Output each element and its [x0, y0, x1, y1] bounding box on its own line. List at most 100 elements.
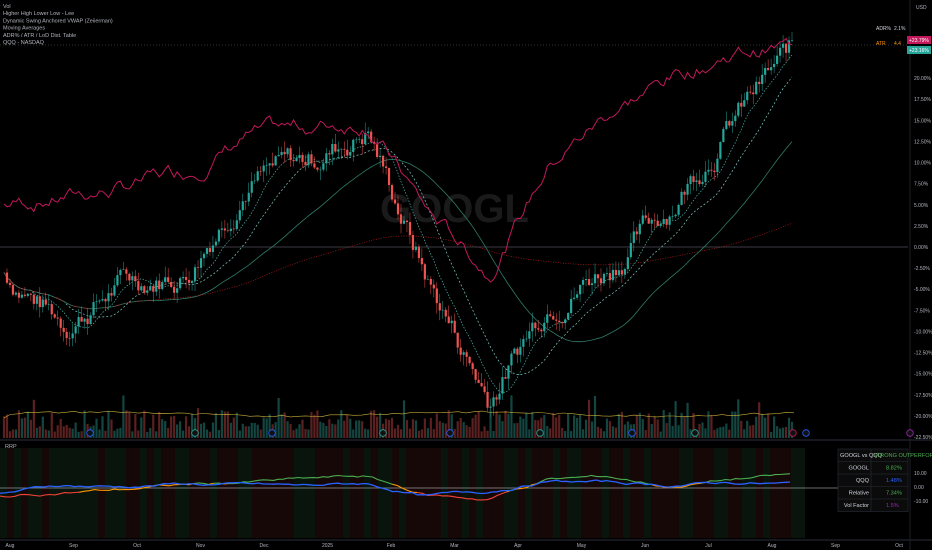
volume-bar — [80, 431, 83, 438]
candle-body — [74, 326, 77, 334]
volume-bar — [507, 413, 510, 438]
indicator-shade — [56, 448, 63, 538]
event-marker[interactable] — [802, 429, 810, 437]
legend-item[interactable]: QQQ - NASDAQ — [3, 40, 45, 46]
candle-body — [107, 293, 110, 302]
volume-bar — [513, 423, 516, 438]
candle-body — [220, 228, 223, 230]
candle-body — [674, 214, 677, 217]
price-tick-label: 15.00% — [914, 118, 932, 124]
indicator-shade — [105, 448, 112, 538]
indicator-shade — [448, 448, 455, 538]
candle-body — [668, 216, 671, 225]
volume-bar — [283, 412, 286, 438]
volume-bar — [602, 431, 606, 438]
indicator-shade — [126, 448, 133, 538]
candle-body — [190, 280, 194, 283]
time-tick-label: Sep — [69, 543, 78, 549]
time-tick-label: Oct — [895, 543, 903, 549]
candle-body — [641, 215, 644, 224]
volume-bar — [202, 422, 206, 438]
event-marker[interactable] — [906, 429, 914, 437]
indicator-shade — [511, 448, 518, 538]
volume-bar — [641, 419, 644, 438]
event-marker[interactable] — [628, 429, 636, 437]
candle-body — [346, 149, 349, 156]
event-marker[interactable] — [536, 429, 544, 437]
volume-bar — [98, 429, 101, 438]
candle-body — [567, 313, 570, 320]
volume-bar — [101, 416, 104, 438]
legend-item[interactable]: Higher High Lower Low - Lee — [3, 11, 74, 17]
candle-body — [614, 269, 618, 276]
volume-bar — [349, 418, 352, 438]
currency-label[interactable]: USD — [916, 5, 927, 11]
event-marker[interactable] — [789, 429, 797, 437]
candle-body — [277, 155, 280, 157]
candle-body — [101, 299, 104, 301]
time-tick-label: Aug — [6, 543, 15, 549]
legend-item[interactable]: Vol — [3, 4, 11, 10]
table-row-value: 1.5% — [886, 503, 899, 509]
event-marker[interactable] — [191, 429, 199, 437]
volume-bar — [119, 427, 122, 438]
volume-bar — [716, 428, 719, 438]
volume-bar — [217, 430, 221, 438]
candle-body — [501, 377, 504, 394]
volume-bar — [137, 430, 140, 438]
volume-bar — [722, 426, 725, 438]
table-row-label: QQQ — [856, 478, 870, 484]
indicator-colored-line — [700, 473, 791, 484]
indicator-shade — [567, 448, 574, 538]
candle-body — [662, 218, 665, 224]
volume-bar — [337, 419, 340, 438]
event-marker[interactable] — [691, 429, 699, 437]
indicator-colored-line — [0, 491, 80, 498]
candle-body — [734, 115, 737, 122]
candle-body — [507, 365, 510, 379]
indicator-title[interactable]: RRP — [5, 444, 17, 450]
event-marker[interactable] — [268, 429, 276, 437]
volume-bar — [447, 410, 450, 438]
price-tick-label: 20.00% — [914, 76, 932, 82]
candle-body — [113, 285, 116, 296]
legend-item[interactable]: ADR% / ATR / LoD Dist. Table — [3, 33, 76, 39]
event-marker[interactable] — [86, 429, 94, 437]
volume-bar — [396, 424, 400, 438]
event-marker[interactable] — [379, 429, 387, 437]
indicator-shade — [728, 448, 735, 538]
volume-bar — [140, 417, 143, 438]
volume-bar — [104, 430, 107, 438]
event-marker[interactable] — [446, 429, 454, 437]
table-row-value: 8.82% — [886, 466, 902, 472]
price-tick-label: -2.50% — [914, 266, 930, 272]
candle-body — [647, 217, 650, 224]
candle-body — [656, 220, 659, 226]
candle-body — [289, 148, 292, 161]
candle-body — [432, 284, 435, 289]
time-tick-label: Aug — [768, 543, 777, 549]
price-tick-label: 17.50% — [914, 97, 932, 103]
legend-item[interactable]: Dynamic Swing Anchored VWAP (Zeiierman) — [3, 18, 113, 24]
volume-bar — [131, 431, 134, 438]
volume-bar — [495, 410, 498, 438]
volume-bar — [56, 425, 59, 438]
candle-body — [29, 293, 32, 295]
indicator-shade — [350, 448, 357, 538]
volume-bar — [343, 420, 346, 438]
candle-body — [283, 151, 286, 155]
volume-bar — [364, 428, 367, 438]
candle-body — [47, 304, 50, 305]
volume-bar — [584, 419, 588, 438]
volume-bar — [456, 421, 459, 438]
candle-body — [695, 180, 698, 182]
earnings-markers[interactable] — [86, 429, 914, 437]
candle-body — [692, 176, 695, 182]
indicator-tick-label: 0.00 — [914, 485, 924, 491]
volume-bar — [770, 431, 773, 438]
legend-item[interactable]: Moving Averages — [3, 26, 45, 32]
googl-price-badge — [907, 46, 931, 54]
price-tick-label: 10.00% — [914, 161, 932, 167]
